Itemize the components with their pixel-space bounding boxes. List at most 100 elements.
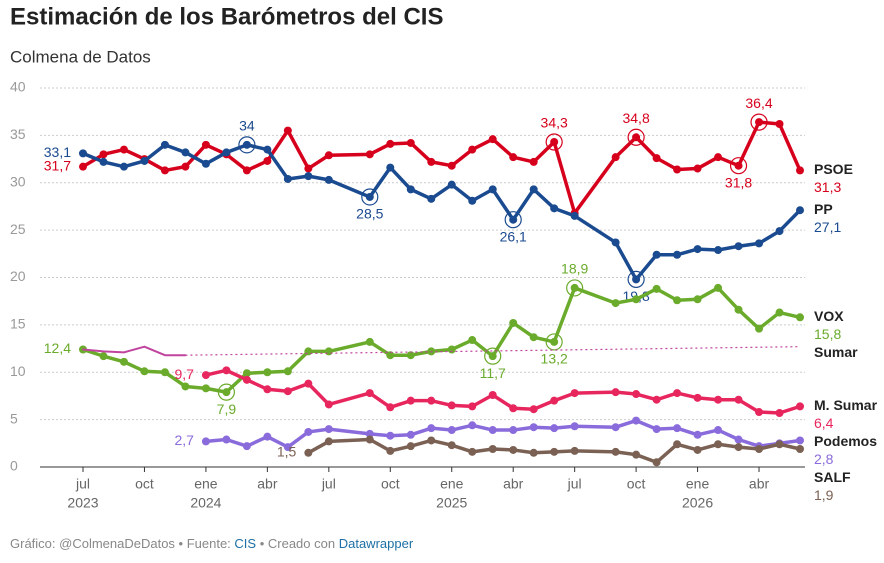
point	[611, 238, 620, 247]
footer: Gráfico: @ColmenaDeDatos • Fuente: CIS •…	[10, 536, 413, 551]
x-tick-label: jul	[321, 476, 336, 492]
point	[509, 426, 518, 435]
point	[160, 166, 169, 175]
point	[693, 245, 702, 254]
point	[242, 140, 251, 149]
point	[714, 246, 723, 255]
point	[468, 447, 477, 456]
point	[796, 166, 804, 175]
series-name: PP	[814, 201, 833, 217]
point	[509, 445, 518, 454]
y-tick-label: 40	[10, 79, 26, 95]
point	[406, 396, 415, 405]
point	[734, 443, 743, 452]
point	[714, 283, 723, 292]
source-link[interactable]: CIS	[234, 536, 257, 551]
point	[181, 148, 190, 157]
point	[324, 437, 333, 446]
value-label: 36,4	[745, 95, 772, 111]
point	[570, 211, 579, 220]
point	[365, 389, 374, 398]
point	[304, 172, 313, 181]
y-tick-label: 15	[10, 316, 26, 332]
point	[693, 430, 702, 439]
point	[447, 345, 456, 354]
point	[263, 432, 272, 441]
point	[427, 436, 436, 445]
value-label: 31,7	[44, 157, 71, 173]
point	[488, 390, 497, 399]
series-name: PSOE	[814, 161, 853, 177]
series-line	[204, 368, 802, 415]
point	[775, 408, 784, 417]
point	[673, 440, 682, 449]
point	[796, 313, 804, 322]
point	[796, 206, 804, 215]
point	[304, 164, 313, 173]
point	[386, 403, 395, 412]
series-line	[204, 418, 802, 449]
point	[324, 400, 333, 409]
x-year-label: 2026	[682, 495, 713, 511]
point	[201, 384, 210, 393]
point	[283, 387, 292, 396]
point	[673, 389, 682, 398]
series-name: M. Sumar	[814, 397, 878, 413]
value-label: 26,1	[500, 228, 527, 244]
point	[734, 242, 743, 251]
point	[222, 366, 231, 375]
point	[693, 164, 702, 173]
point	[263, 145, 272, 154]
point	[488, 135, 497, 144]
point	[611, 299, 620, 308]
point	[714, 153, 723, 162]
value-label: 11,7	[480, 365, 506, 381]
point	[632, 450, 641, 459]
point	[529, 185, 538, 194]
point	[611, 423, 620, 432]
value-label: 9,7	[174, 366, 194, 382]
chart-title: Estimación de los Barómetros del CIS	[10, 3, 443, 30]
point	[427, 396, 436, 405]
x-year-label: 2024	[190, 495, 221, 511]
value-label: 12,4	[44, 340, 71, 356]
point	[652, 250, 661, 259]
point	[140, 156, 149, 165]
point	[611, 447, 620, 456]
point	[283, 443, 292, 452]
point	[386, 446, 395, 455]
point	[550, 447, 559, 456]
point	[201, 371, 210, 380]
point	[140, 367, 149, 376]
point	[324, 175, 333, 184]
highlight-ring	[484, 347, 502, 365]
point	[79, 162, 87, 171]
tool-link[interactable]: Datawrapper	[338, 536, 414, 551]
x-tick-label: abr	[749, 476, 770, 492]
point	[529, 423, 538, 432]
point	[632, 390, 641, 399]
point	[406, 430, 415, 439]
value-label: 28,5	[356, 206, 383, 222]
value-label: 6,4	[814, 415, 834, 431]
point	[406, 442, 415, 451]
value-label: 31,3	[814, 179, 841, 195]
point	[488, 444, 497, 453]
point	[652, 284, 661, 293]
value-label: 15,8	[814, 326, 841, 342]
point	[263, 156, 272, 165]
point	[263, 385, 272, 394]
point	[714, 440, 723, 449]
point	[673, 296, 682, 305]
point	[734, 305, 743, 314]
series-line	[81, 286, 802, 394]
point	[529, 333, 538, 342]
point	[222, 435, 231, 444]
y-tick-label: 35	[10, 126, 26, 142]
point	[652, 458, 661, 467]
point	[201, 437, 210, 446]
point	[119, 162, 128, 171]
point	[365, 435, 374, 444]
point	[324, 151, 333, 160]
